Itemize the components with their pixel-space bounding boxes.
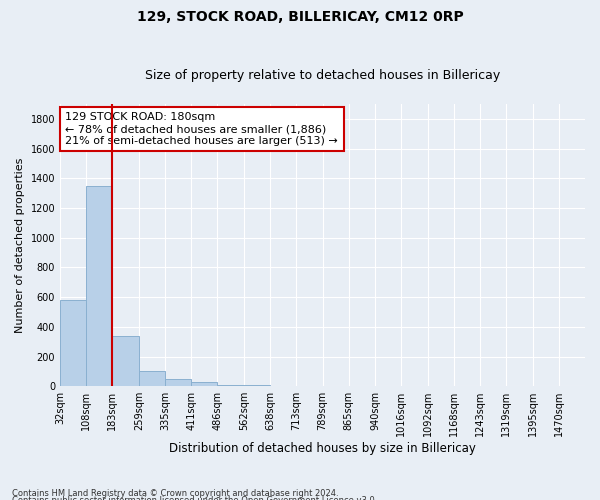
Bar bbox=[217, 384, 244, 386]
Text: 129, STOCK ROAD, BILLERICAY, CM12 0RP: 129, STOCK ROAD, BILLERICAY, CM12 0RP bbox=[137, 10, 463, 24]
Text: Contains HM Land Registry data © Crown copyright and database right 2024.: Contains HM Land Registry data © Crown c… bbox=[12, 488, 338, 498]
Bar bbox=[191, 382, 217, 386]
Bar bbox=[139, 372, 165, 386]
Bar bbox=[86, 186, 112, 386]
Bar bbox=[112, 336, 139, 386]
Text: Contains public sector information licensed under the Open Government Licence v3: Contains public sector information licen… bbox=[12, 496, 377, 500]
Bar bbox=[165, 379, 191, 386]
X-axis label: Distribution of detached houses by size in Billericay: Distribution of detached houses by size … bbox=[169, 442, 476, 455]
Y-axis label: Number of detached properties: Number of detached properties bbox=[15, 158, 25, 333]
Bar bbox=[60, 300, 86, 386]
Text: 129 STOCK ROAD: 180sqm
← 78% of detached houses are smaller (1,886)
21% of semi-: 129 STOCK ROAD: 180sqm ← 78% of detached… bbox=[65, 112, 338, 146]
Title: Size of property relative to detached houses in Billericay: Size of property relative to detached ho… bbox=[145, 69, 500, 82]
